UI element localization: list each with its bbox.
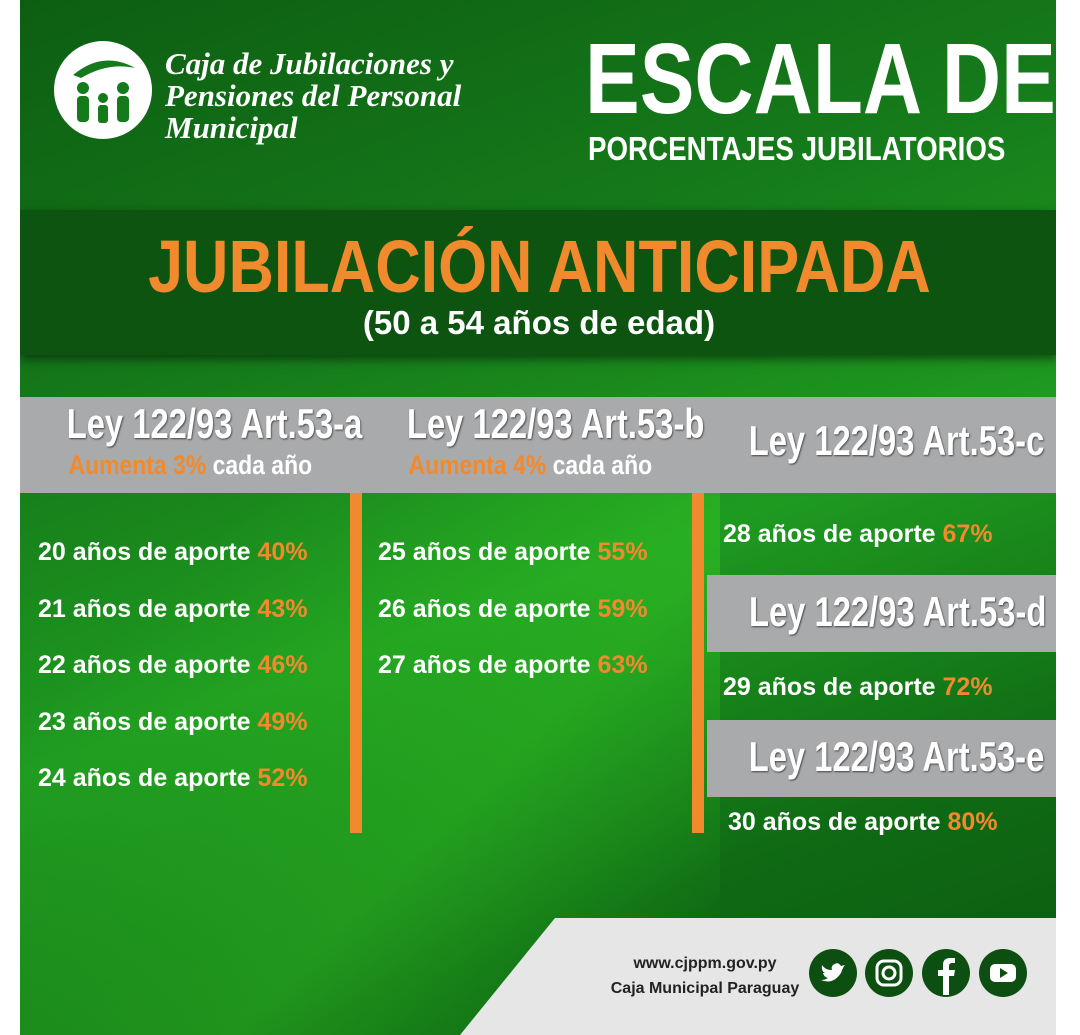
- row-text: 24 años de aporte: [38, 764, 251, 792]
- subtitle: PORCENTAJES JUBILATORIOS: [588, 130, 1006, 167]
- section-heading-text: Ley 122/93 Art.53-d: [748, 588, 1047, 635]
- row: 30 años de aporte 80%: [728, 808, 998, 837]
- poster: Caja de Jubilaciones y Pensiones del Per…: [20, 0, 1056, 1035]
- row-text: 29 años de aporte: [723, 673, 936, 701]
- row-percentage: 55%: [597, 538, 648, 566]
- row-text: 25 años de aporte: [378, 538, 591, 566]
- row-percentage: 43%: [257, 594, 308, 623]
- row-text: 28 años de aporte: [723, 520, 936, 548]
- row-percentage: 59%: [597, 594, 648, 623]
- row-percentage: 67%: [942, 520, 993, 548]
- footer-name: Caja Municipal Paraguay: [610, 980, 800, 997]
- row: 22 años de aporte 46%: [38, 651, 308, 680]
- org-name: Pensiones del Personal: [165, 78, 462, 113]
- row-percentage: 40%: [257, 538, 308, 566]
- row-percentage: 49%: [257, 707, 308, 736]
- row: 26 años de aporte 59%: [378, 595, 648, 624]
- twitter-icon[interactable]: [809, 949, 857, 997]
- banner-subtitle: (50 a 54 años de edad): [362, 304, 716, 341]
- section-heading: Ley 122/93 Art.53-a: [25, 400, 363, 448]
- row: 20 años de aporte 40%: [38, 538, 308, 567]
- row: 25 años de aporte 55%: [378, 538, 648, 567]
- row-text: 27 años de aporte: [378, 651, 591, 679]
- section-note: Aumenta 3% cada año: [25, 450, 355, 481]
- website[interactable]: www.cjppm.gov.py: [633, 955, 777, 972]
- header-bar: [707, 720, 1056, 797]
- row: 21 años de aporte 43%: [38, 595, 308, 624]
- row: 29 años de aporte 72%: [723, 673, 993, 702]
- row-text: 22 años de aporte: [38, 651, 251, 679]
- footer-bg: [460, 918, 1056, 1035]
- row-percentage: 72%: [942, 673, 993, 701]
- instagram-icon[interactable]: [865, 949, 913, 997]
- logo: [54, 41, 152, 139]
- row: 27 años de aporte 63%: [378, 651, 648, 680]
- row-text: 26 años de aporte: [378, 594, 591, 623]
- section-heading-text: Ley 122/93 Art.53-c: [748, 417, 1045, 464]
- section-heading: Ley 122/93 Art.53-e: [707, 733, 1056, 781]
- header-bar: [707, 575, 1056, 652]
- divider: [692, 493, 704, 833]
- row: 24 años de aporte 52%: [38, 764, 308, 793]
- note-rest: cada año: [212, 450, 312, 480]
- title: ESCALA DE: [585, 23, 1056, 135]
- row: 28 años de aporte 67%: [723, 520, 993, 549]
- section-heading-text: Ley 122/93 Art.53-b: [406, 400, 705, 447]
- section-heading-text: Ley 122/93 Art.53-e: [748, 733, 1045, 780]
- org-name: Municipal: [165, 110, 298, 145]
- divider: [350, 493, 362, 833]
- row-percentage: 52%: [257, 764, 308, 792]
- facebook-icon[interactable]: [922, 949, 970, 997]
- row: 23 años de aporte 49%: [38, 708, 308, 737]
- row-text: 23 años de aporte: [38, 707, 251, 736]
- social-icons: [809, 949, 1027, 997]
- row-text: 20 años de aporte: [38, 538, 251, 566]
- section-heading: Ley 122/93 Art.53-d: [707, 588, 1056, 636]
- note-line: Aumenta 3% cada año: [68, 450, 312, 481]
- banner: JUBILACIÓN ANTICIPADA (50 a 54 años de e…: [20, 210, 1056, 355]
- section-heading-text: Ley 122/93 Art.53-a: [66, 400, 363, 447]
- banner-title: JUBILACIÓN ANTICIPADA: [147, 225, 931, 308]
- row-percentage: 46%: [257, 651, 308, 679]
- note-line: Aumenta 4% cada año: [408, 450, 652, 481]
- note-highlight: Aumenta 3%: [68, 450, 206, 480]
- section-heading: Ley 122/93 Art.53-b: [365, 400, 704, 448]
- row-text: 21 años de aporte: [38, 594, 251, 623]
- youtube-icon[interactable]: [979, 949, 1027, 997]
- header-bar: [20, 397, 1056, 493]
- row-percentage: 63%: [597, 651, 648, 679]
- row-text: 30 años de aporte: [728, 808, 941, 836]
- row-percentage: 80%: [947, 808, 998, 836]
- note-highlight: Aumenta 4%: [408, 450, 546, 480]
- section-heading: Ley 122/93 Art.53-c: [707, 417, 1056, 465]
- note-rest: cada año: [552, 450, 652, 480]
- org-name: Caja de Jubilaciones y: [165, 46, 454, 81]
- section-note: Aumenta 4% cada año: [365, 450, 695, 481]
